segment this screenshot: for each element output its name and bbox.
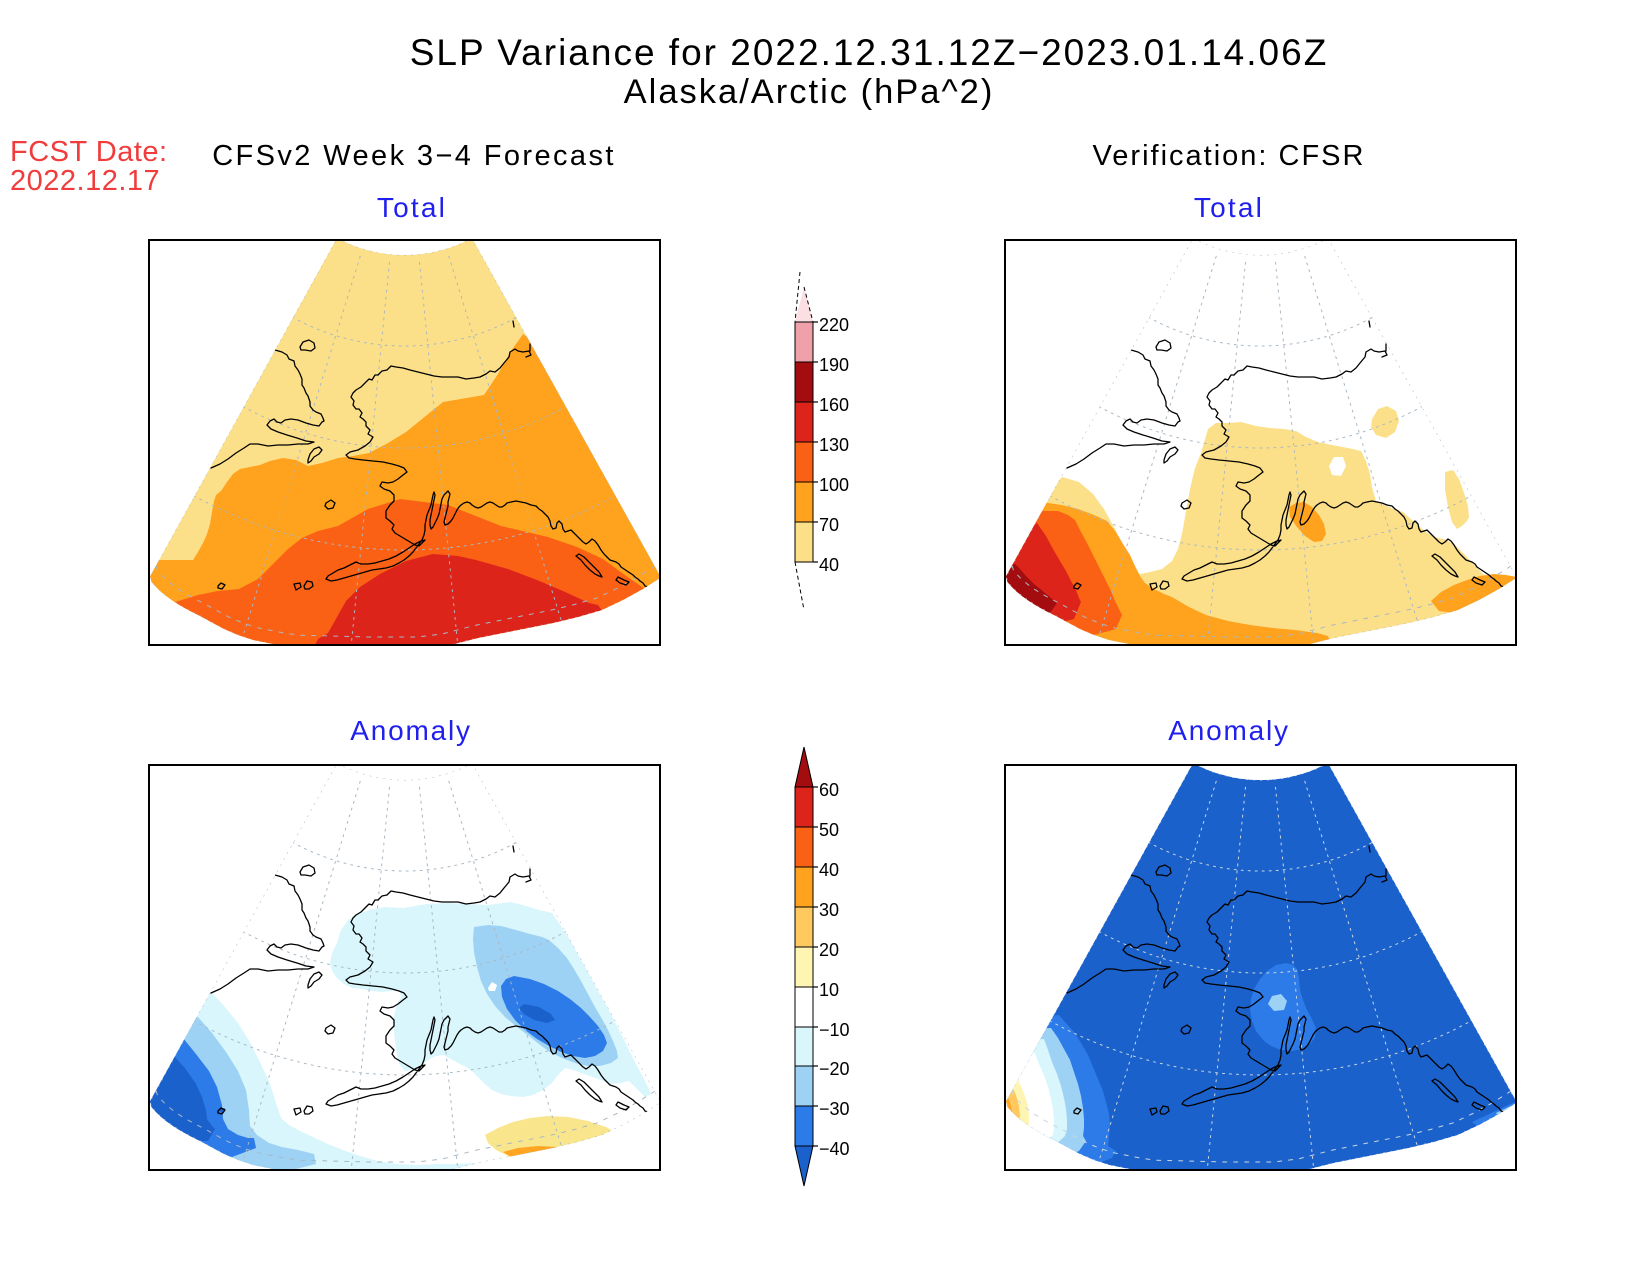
svg-text:60: 60 — [819, 780, 839, 800]
svg-text:220: 220 — [819, 315, 849, 335]
svg-text:160: 160 — [819, 395, 849, 415]
svg-text:30: 30 — [819, 900, 839, 920]
svg-text:40: 40 — [819, 555, 839, 575]
svg-text:70: 70 — [819, 515, 839, 535]
svg-text:190: 190 — [819, 355, 849, 375]
svg-text:130: 130 — [819, 435, 849, 455]
svg-text:−20: −20 — [819, 1059, 850, 1079]
svg-text:−30: −30 — [819, 1099, 850, 1119]
svg-text:100: 100 — [819, 475, 849, 495]
svg-text:20: 20 — [819, 940, 839, 960]
svg-text:10: 10 — [819, 980, 839, 1000]
svg-text:50: 50 — [819, 820, 839, 840]
svg-text:−10: −10 — [819, 1020, 850, 1040]
svg-text:−40: −40 — [819, 1139, 850, 1159]
svg-text:40: 40 — [819, 860, 839, 880]
